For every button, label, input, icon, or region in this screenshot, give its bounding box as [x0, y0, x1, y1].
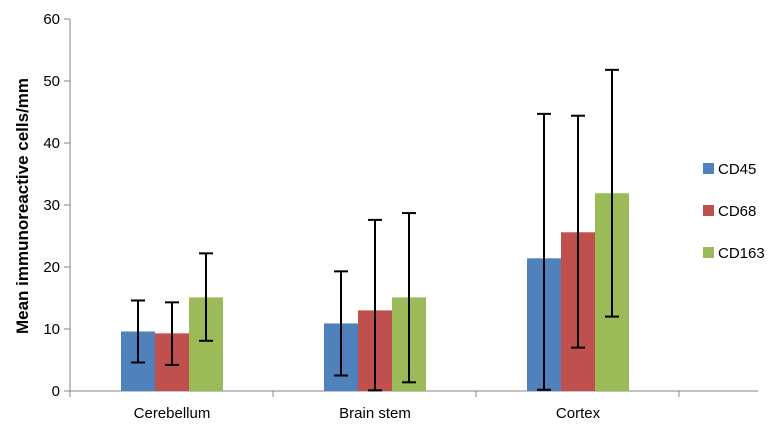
x-tick-label: Brain stem — [339, 405, 411, 422]
legend-swatch — [703, 205, 714, 216]
legend-swatch — [703, 163, 714, 174]
y-axis-label: Mean immunoreactive cells/mm — [13, 78, 32, 334]
axes: 0 10 20 30 40 50 60 Cerebellum Brain stem Cortex — [43, 11, 758, 422]
y-tick-label: 50 — [43, 73, 60, 90]
x-tick-label: Cerebellum — [134, 405, 211, 422]
y-tick-label: 0 — [52, 383, 60, 400]
legend-label: CD163 — [718, 245, 765, 262]
legend-label: CD45 — [718, 161, 756, 178]
x-tick-label: Cortex — [556, 405, 601, 422]
y-tick-label: 60 — [43, 11, 60, 28]
y-tick-label: 40 — [43, 135, 60, 152]
y-tick-label: 10 — [43, 321, 60, 338]
legend-label: CD68 — [718, 203, 756, 220]
legend-swatch — [703, 247, 714, 258]
legend: CD45 CD68 CD163 — [703, 161, 765, 262]
error-bars — [131, 68, 619, 392]
y-tick-label: 20 — [43, 259, 60, 276]
y-tick-label: 30 — [43, 197, 60, 214]
